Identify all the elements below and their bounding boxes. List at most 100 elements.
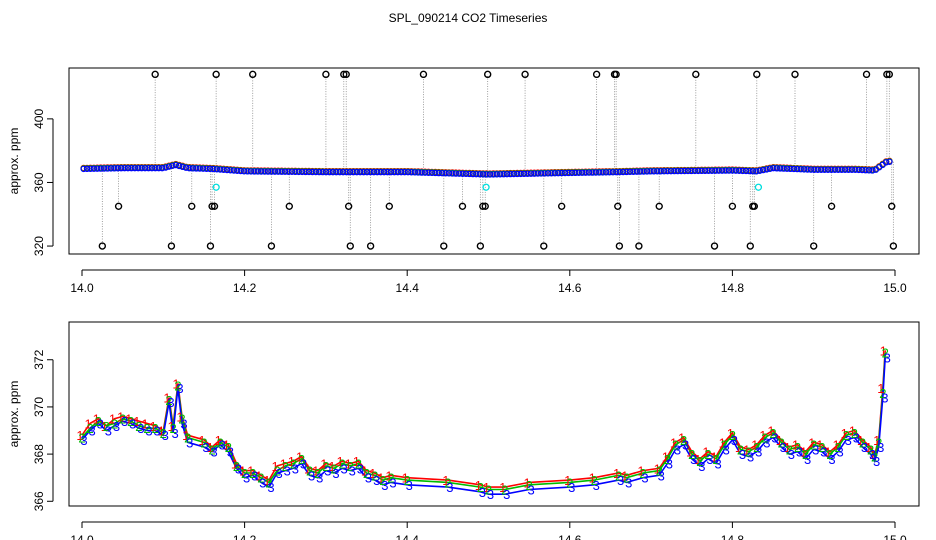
outlier-point [728, 202, 737, 211]
series-3-marker: 3 [503, 487, 510, 502]
series-3-marker: 3 [341, 461, 348, 476]
series-3-marker: 3 [877, 440, 884, 455]
baseline-point [804, 166, 811, 173]
baseline-point [650, 168, 658, 175]
series-2-marker: 2 [737, 442, 744, 457]
series-3-marker: 3 [381, 478, 388, 493]
baseline-point [83, 165, 91, 173]
series-3-marker: 3 [446, 480, 453, 495]
baseline-point [193, 165, 200, 172]
outlier-point [692, 70, 700, 79]
series-2-marker: 2 [330, 461, 337, 476]
series-3-marker: 3 [617, 473, 624, 488]
baseline-point [814, 166, 821, 173]
series-2-marker: 2 [339, 457, 346, 472]
baseline-point [667, 167, 675, 175]
baseline-point [220, 166, 227, 173]
series-1-marker: 1 [337, 454, 344, 469]
baseline-point [852, 166, 859, 173]
series-3-marker: 3 [373, 473, 380, 488]
series-1-marker: 1 [877, 381, 884, 396]
outlier-point [614, 202, 622, 211]
bottom-y-tick-label: 370 [32, 397, 46, 417]
series-2-marker: 2 [680, 433, 687, 448]
series-2-marker: 2 [879, 386, 886, 401]
series-1-marker: 1 [637, 464, 644, 479]
series-3-marker: 3 [219, 438, 226, 453]
series-2-marker: 2 [178, 412, 185, 427]
outlier-point [285, 202, 294, 211]
series-2-marker: 2 [477, 480, 484, 495]
series-2-marker: 2 [152, 421, 159, 436]
bottom-y-tick-label: 372 [32, 349, 46, 369]
series-3-marker: 3 [89, 424, 96, 439]
series-2-marker: 2 [769, 426, 776, 441]
outlier-point [592, 70, 601, 79]
baseline-point [189, 165, 197, 172]
series-1-marker: 1 [312, 464, 319, 479]
series-1-marker: 1 [223, 438, 230, 453]
series-1-line [81, 350, 886, 488]
series-1-marker: 1 [320, 457, 327, 472]
series-3-marker: 3 [861, 440, 868, 455]
baseline-point [94, 165, 101, 172]
series-3-marker: 3 [80, 433, 87, 448]
baseline-point [295, 168, 302, 176]
baseline-point [360, 168, 367, 176]
top-data-layer [80, 70, 898, 250]
series-3-marker: 3 [674, 442, 681, 457]
series-3-marker: 3 [568, 480, 575, 495]
series-3-marker: 3 [176, 381, 183, 396]
series-3-marker: 3 [259, 475, 266, 490]
series-1-marker: 1 [776, 433, 783, 448]
series-1-marker: 1 [816, 438, 823, 453]
baseline-point [640, 168, 647, 175]
outlier-point [557, 202, 566, 211]
series-3-marker: 3 [682, 438, 689, 453]
baseline-point [623, 168, 630, 176]
series-2-marker: 2 [851, 426, 858, 441]
series-1-marker: 1 [792, 438, 799, 453]
series-3-marker: 3 [276, 466, 283, 481]
baseline-point [770, 164, 777, 172]
series-2-marker: 2 [387, 471, 394, 486]
baseline-point [87, 165, 94, 172]
top-y-tick-label: 320 [32, 236, 46, 256]
series-1-marker: 1 [141, 416, 148, 431]
series-1-marker: 1 [231, 457, 238, 472]
series-1-marker: 1 [686, 445, 693, 460]
bottom-x-axis: 14.0 14.2 14.4 14.6 14.8 15.0 [70, 521, 907, 540]
baseline-point [264, 168, 272, 175]
series-2-marker: 2 [794, 440, 801, 455]
baseline-point [401, 168, 408, 176]
outlier-point [208, 202, 216, 211]
baseline-point [718, 167, 726, 174]
top-x-tick-label: 15.0 [883, 281, 907, 295]
baseline-point [729, 167, 736, 174]
outlier-point [750, 202, 759, 211]
series-2-marker: 2 [664, 452, 671, 467]
series-3-marker: 3 [137, 421, 144, 436]
baseline-point [203, 165, 210, 172]
baseline-point [179, 163, 186, 171]
series-3-marker: 3 [739, 447, 746, 462]
series-2-marker: 2 [834, 440, 841, 455]
series-2-marker: 2 [135, 419, 142, 434]
series-3-marker: 3 [853, 431, 860, 446]
baseline-point [551, 170, 559, 177]
series-1-marker: 1 [662, 449, 669, 464]
outlier-point [476, 242, 485, 250]
series-2-marker: 2 [274, 464, 281, 479]
bottom-x-tick-label: 14.0 [70, 533, 94, 540]
baseline-point [456, 170, 463, 177]
baseline-point [660, 168, 668, 175]
series-1-marker: 1 [499, 480, 506, 495]
series-1-marker: 1 [767, 424, 774, 439]
outlier-point [210, 202, 219, 211]
series-3-marker: 3 [406, 478, 413, 493]
series-2-marker: 2 [786, 442, 793, 457]
baseline-point [589, 169, 596, 176]
baseline-point [128, 164, 135, 172]
series-2-marker: 2 [200, 435, 207, 450]
baseline-point [647, 168, 654, 175]
